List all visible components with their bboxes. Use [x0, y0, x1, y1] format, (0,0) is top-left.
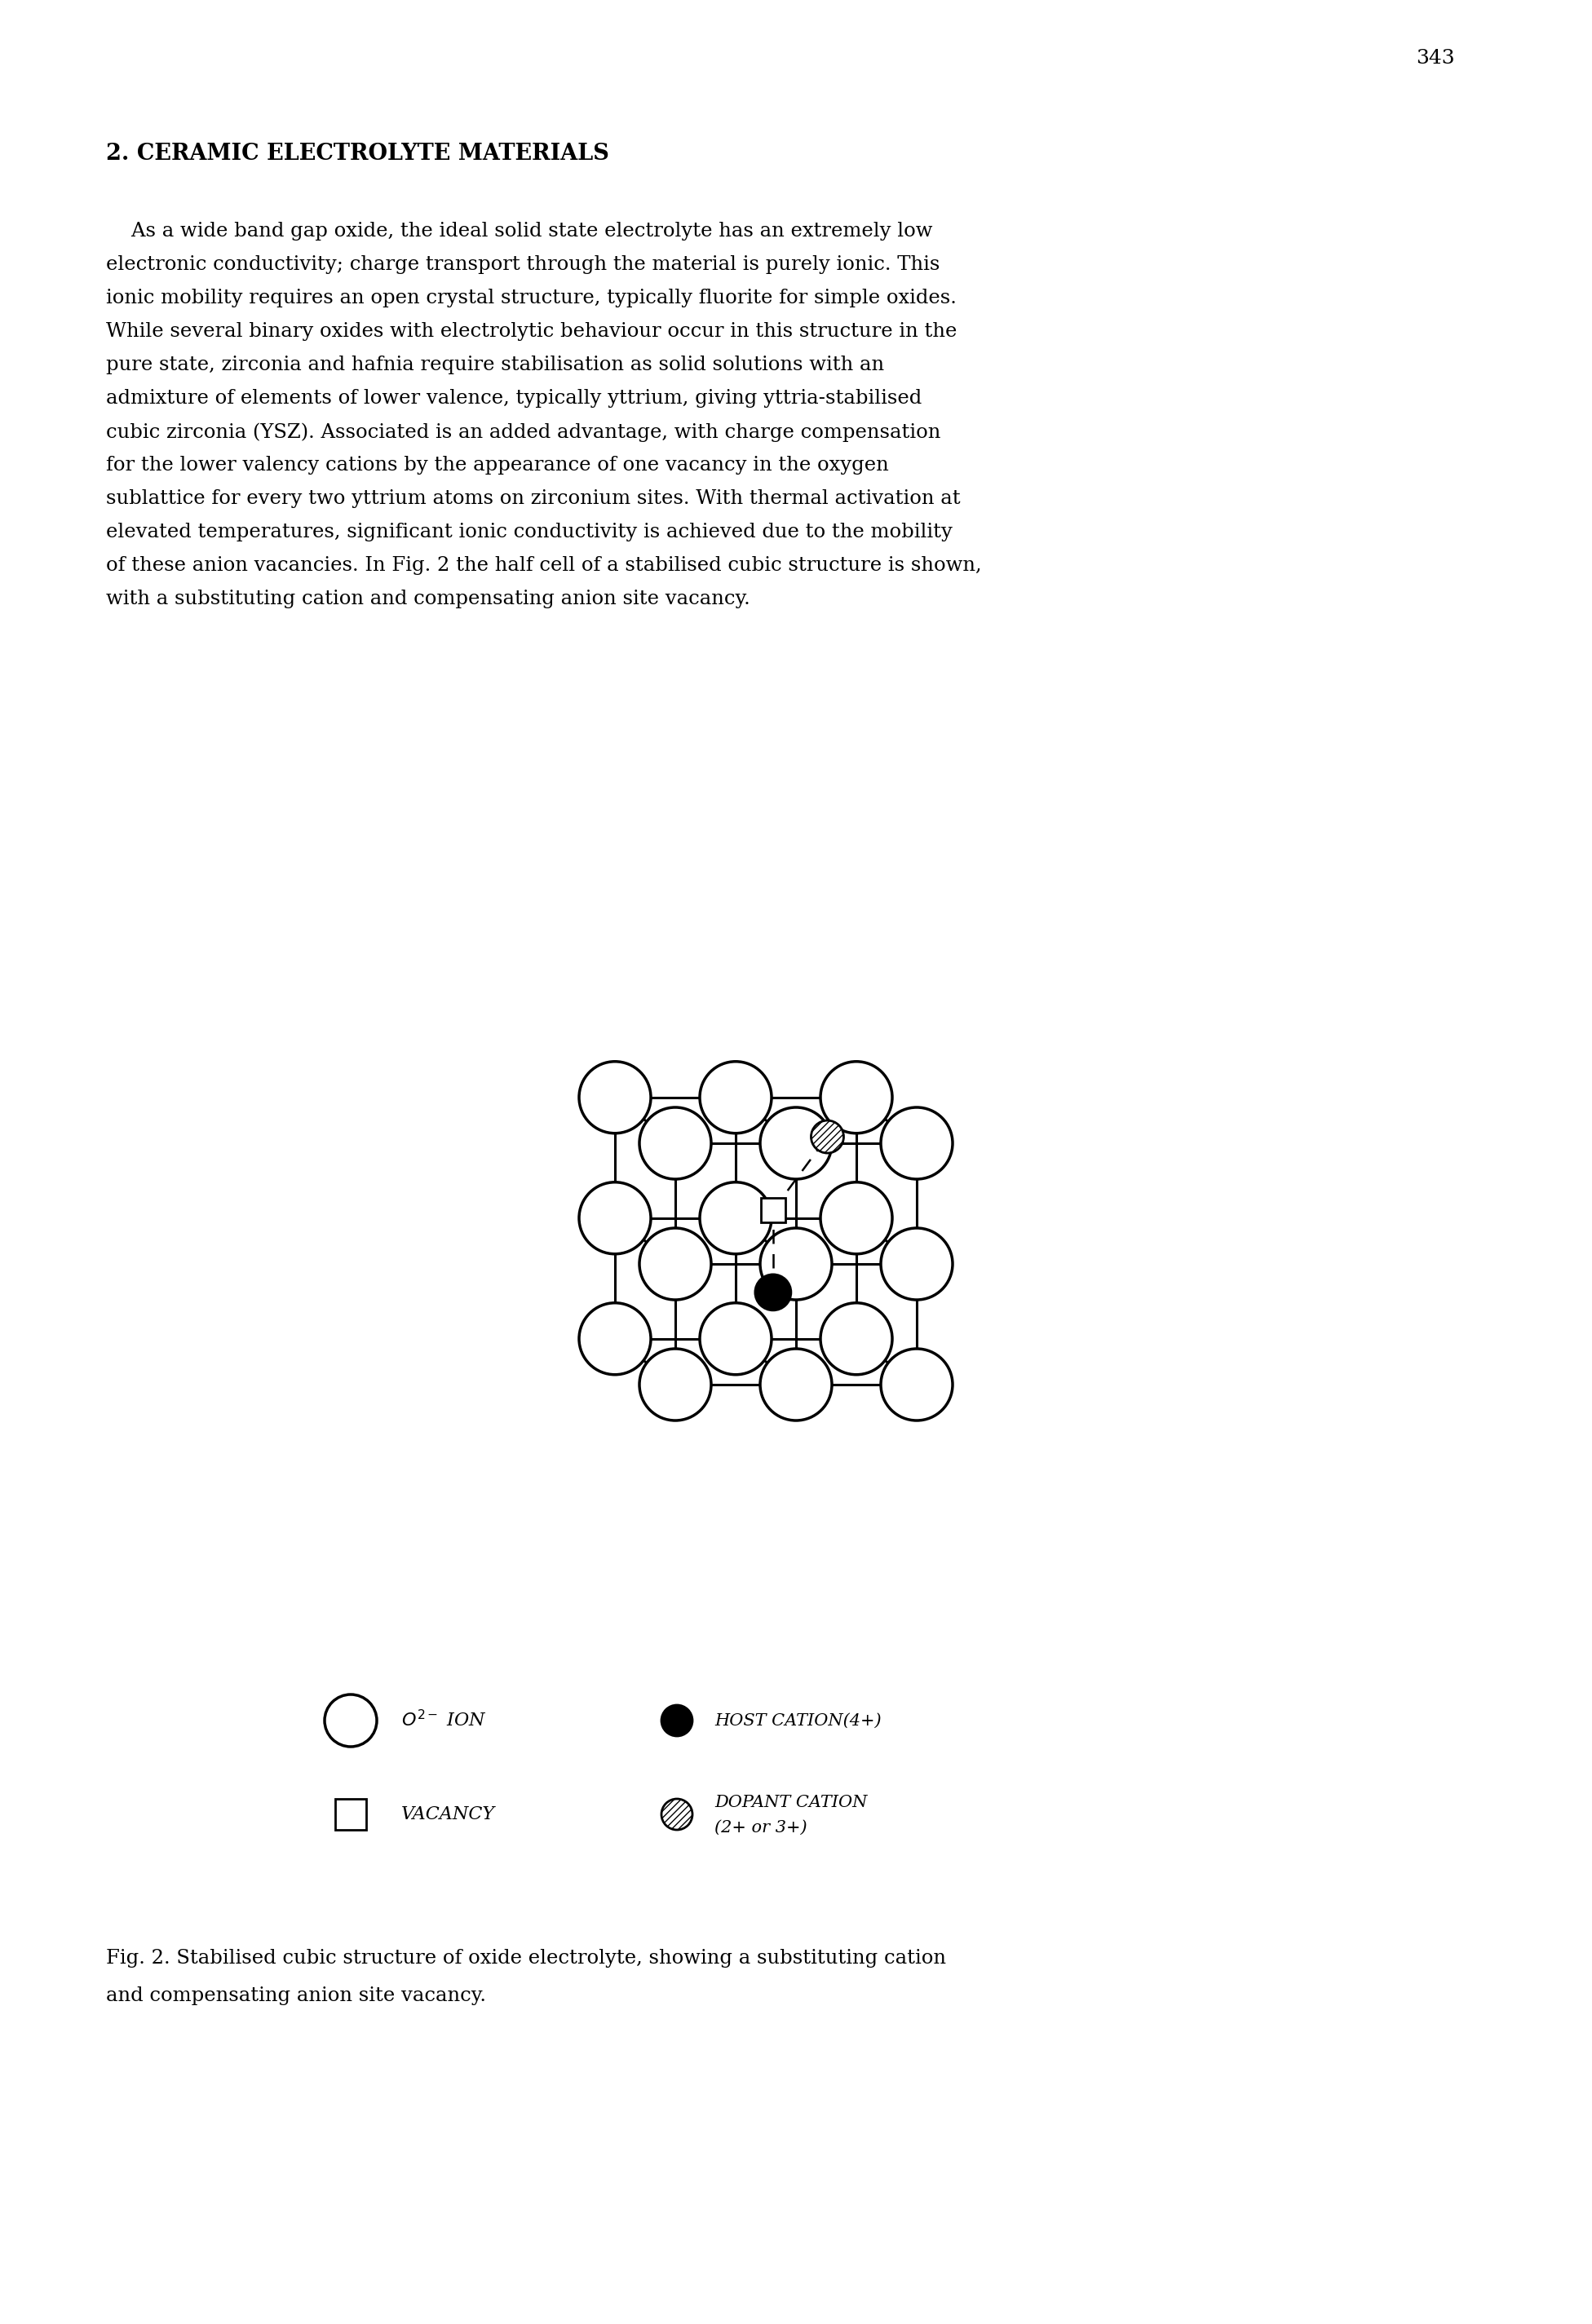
Circle shape — [755, 1274, 791, 1311]
Text: and compensating anion site vacancy.: and compensating anion site vacancy. — [107, 1987, 486, 2006]
Text: sublattice for every two yttrium atoms on zirconium sites. With thermal activati: sublattice for every two yttrium atoms o… — [107, 490, 960, 509]
Bar — [761, 1199, 785, 1222]
Text: (2+ or 3+): (2+ or 3+) — [715, 1820, 807, 1836]
Circle shape — [661, 1706, 693, 1736]
Text: electronic conductivity; charge transport through the material is purely ionic. : electronic conductivity; charge transpor… — [107, 256, 939, 274]
Text: 343: 343 — [1415, 49, 1455, 67]
Text: ionic mobility requires an open crystal structure, typically fluorite for simple: ionic mobility requires an open crystal … — [107, 288, 957, 307]
Circle shape — [700, 1062, 772, 1134]
Circle shape — [325, 1694, 377, 1748]
Text: VACANCY: VACANCY — [401, 1806, 495, 1824]
Circle shape — [880, 1227, 952, 1299]
Text: for the lower valency cations by the appearance of one vacancy in the oxygen: for the lower valency cations by the app… — [107, 456, 888, 474]
Text: $O^{2-}$ ION: $O^{2-}$ ION — [401, 1710, 487, 1731]
Circle shape — [880, 1348, 952, 1420]
Text: pure state, zirconia and hafnia require stabilisation as solid solutions with an: pure state, zirconia and hafnia require … — [107, 356, 884, 374]
Text: elevated temperatures, significant ionic conductivity is achieved due to the mob: elevated temperatures, significant ionic… — [107, 523, 952, 541]
Circle shape — [640, 1106, 712, 1178]
Text: HOST CATION(4+): HOST CATION(4+) — [715, 1713, 882, 1729]
Text: As a wide band gap oxide, the ideal solid state electrolyte has an extremely low: As a wide band gap oxide, the ideal soli… — [107, 221, 933, 242]
Circle shape — [820, 1183, 892, 1255]
Circle shape — [700, 1304, 772, 1373]
Circle shape — [820, 1304, 892, 1373]
Circle shape — [759, 1348, 833, 1420]
Circle shape — [579, 1183, 651, 1255]
Circle shape — [640, 1227, 712, 1299]
Circle shape — [810, 1120, 844, 1153]
Circle shape — [640, 1348, 712, 1420]
Circle shape — [700, 1183, 772, 1255]
Text: While several binary oxides with electrolytic behaviour occur in this structure : While several binary oxides with electro… — [107, 323, 957, 342]
Text: cubic zirconia (YSZ). Associated is an added advantage, with charge compensation: cubic zirconia (YSZ). Associated is an a… — [107, 423, 941, 442]
Text: admixture of elements of lower valence, typically yttrium, giving yttria-stabili: admixture of elements of lower valence, … — [107, 388, 922, 407]
Circle shape — [759, 1106, 833, 1178]
Circle shape — [579, 1304, 651, 1373]
Text: of these anion vacancies. In Fig. 2 the half cell of a stabilised cubic structur: of these anion vacancies. In Fig. 2 the … — [107, 555, 982, 574]
Circle shape — [759, 1227, 833, 1299]
Circle shape — [820, 1062, 892, 1134]
Circle shape — [579, 1062, 651, 1134]
Bar — [336, 1799, 366, 1829]
Text: Fig. 2. Stabilised cubic structure of oxide electrolyte, showing a substituting : Fig. 2. Stabilised cubic structure of ox… — [107, 1950, 946, 1968]
Circle shape — [661, 1799, 693, 1829]
Text: 2. CERAMIC ELECTROLYTE MATERIALS: 2. CERAMIC ELECTROLYTE MATERIALS — [107, 142, 610, 165]
Circle shape — [880, 1106, 952, 1178]
Text: with a substituting cation and compensating anion site vacancy.: with a substituting cation and compensat… — [107, 590, 750, 609]
Text: DOPANT CATION: DOPANT CATION — [715, 1794, 868, 1810]
